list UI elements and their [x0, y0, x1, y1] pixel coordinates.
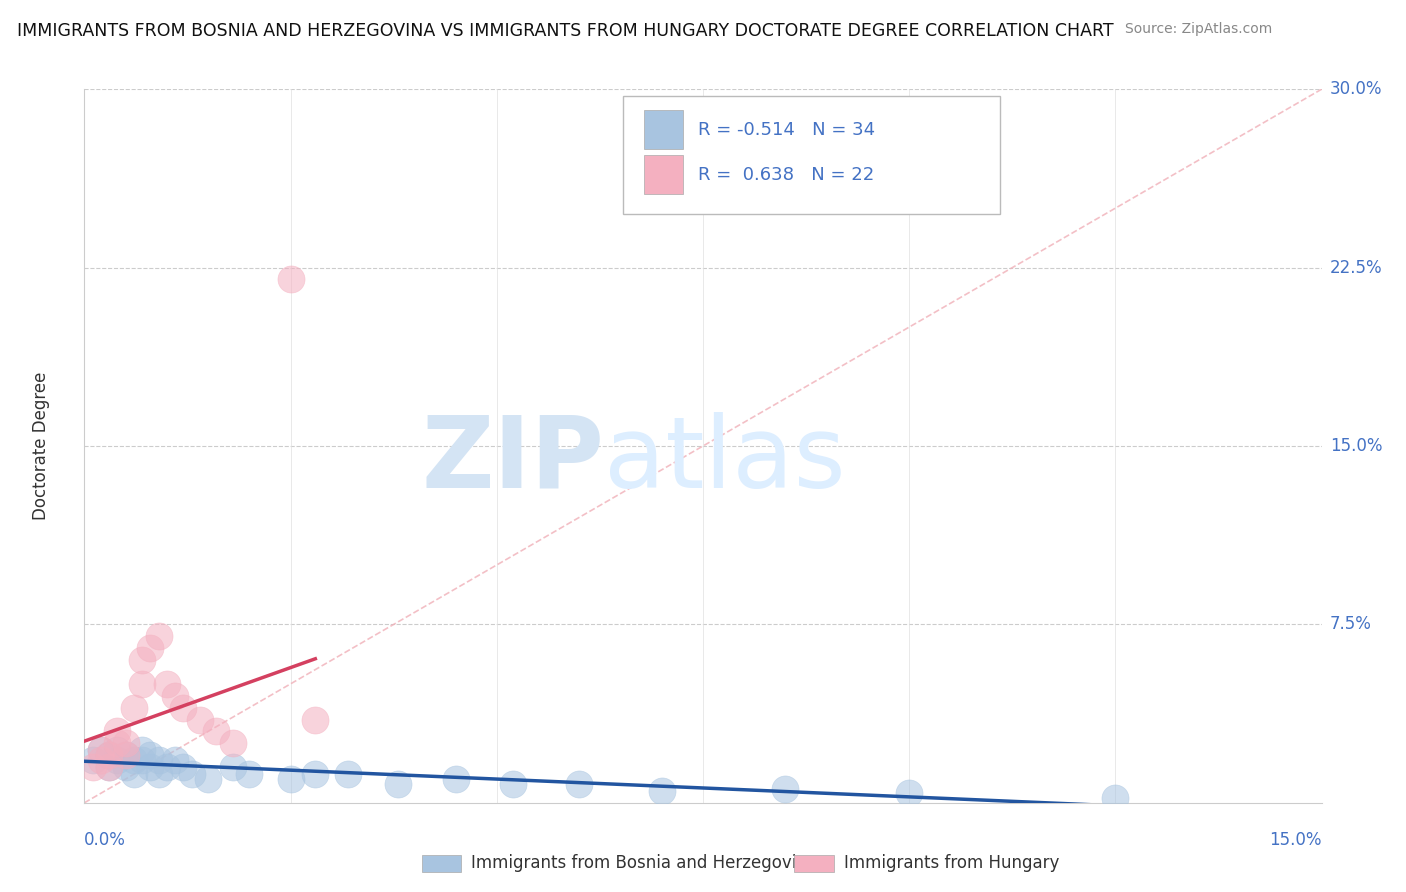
Point — [122, 767, 145, 781]
Point — [148, 753, 170, 767]
Point — [131, 653, 153, 667]
Point — [172, 700, 194, 714]
Point — [98, 748, 121, 763]
Point — [156, 760, 179, 774]
Point — [139, 760, 162, 774]
Point — [568, 777, 591, 791]
Text: ZIP: ZIP — [422, 412, 605, 508]
Point — [156, 677, 179, 691]
Point — [90, 743, 112, 757]
FancyBboxPatch shape — [644, 111, 683, 150]
Point — [304, 767, 326, 781]
Point — [222, 760, 245, 774]
Text: IMMIGRANTS FROM BOSNIA AND HERZEGOVINA VS IMMIGRANTS FROM HUNGARY DOCTORATE DEGR: IMMIGRANTS FROM BOSNIA AND HERZEGOVINA V… — [17, 22, 1114, 40]
FancyBboxPatch shape — [644, 155, 683, 194]
Point — [131, 677, 153, 691]
Point — [82, 753, 104, 767]
Text: 0.0%: 0.0% — [84, 830, 127, 848]
Point — [197, 772, 219, 786]
Point — [131, 753, 153, 767]
Text: 15.0%: 15.0% — [1270, 830, 1322, 848]
Point — [387, 777, 409, 791]
Point — [775, 781, 797, 796]
Point — [105, 743, 128, 757]
Point — [502, 777, 524, 791]
Point — [98, 748, 121, 763]
Point — [139, 748, 162, 763]
Point — [280, 772, 302, 786]
Point — [114, 736, 136, 750]
Point — [205, 724, 228, 739]
Point — [98, 760, 121, 774]
Point — [337, 767, 360, 781]
Point — [82, 760, 104, 774]
Point — [444, 772, 467, 786]
Point — [114, 760, 136, 774]
Point — [98, 760, 121, 774]
Point — [304, 713, 326, 727]
Point — [188, 713, 211, 727]
Point — [1104, 791, 1126, 805]
Text: R = -0.514   N = 34: R = -0.514 N = 34 — [697, 121, 875, 139]
Point — [280, 272, 302, 286]
Point — [148, 629, 170, 643]
Point — [90, 743, 112, 757]
Text: Doctorate Degree: Doctorate Degree — [32, 372, 51, 520]
Text: 7.5%: 7.5% — [1330, 615, 1372, 633]
FancyBboxPatch shape — [623, 96, 1000, 214]
Text: atlas: atlas — [605, 412, 845, 508]
Text: 15.0%: 15.0% — [1330, 437, 1382, 455]
Point — [139, 641, 162, 656]
Point — [122, 700, 145, 714]
Point — [238, 767, 260, 781]
Point — [165, 689, 187, 703]
Point — [651, 784, 673, 798]
Point — [131, 743, 153, 757]
Point — [105, 753, 128, 767]
Point — [114, 748, 136, 763]
Text: R =  0.638   N = 22: R = 0.638 N = 22 — [697, 166, 875, 184]
Point — [105, 724, 128, 739]
Text: Immigrants from Hungary: Immigrants from Hungary — [844, 855, 1059, 872]
Point — [148, 767, 170, 781]
Point — [114, 748, 136, 763]
Point — [898, 786, 921, 800]
Point — [180, 767, 202, 781]
Point — [222, 736, 245, 750]
Point — [165, 753, 187, 767]
Text: 30.0%: 30.0% — [1330, 80, 1382, 98]
Text: Immigrants from Bosnia and Herzegovina: Immigrants from Bosnia and Herzegovina — [471, 855, 817, 872]
Text: 22.5%: 22.5% — [1330, 259, 1382, 277]
Point — [122, 753, 145, 767]
Text: Source: ZipAtlas.com: Source: ZipAtlas.com — [1125, 22, 1272, 37]
Point — [90, 753, 112, 767]
Point — [105, 736, 128, 750]
Point — [172, 760, 194, 774]
